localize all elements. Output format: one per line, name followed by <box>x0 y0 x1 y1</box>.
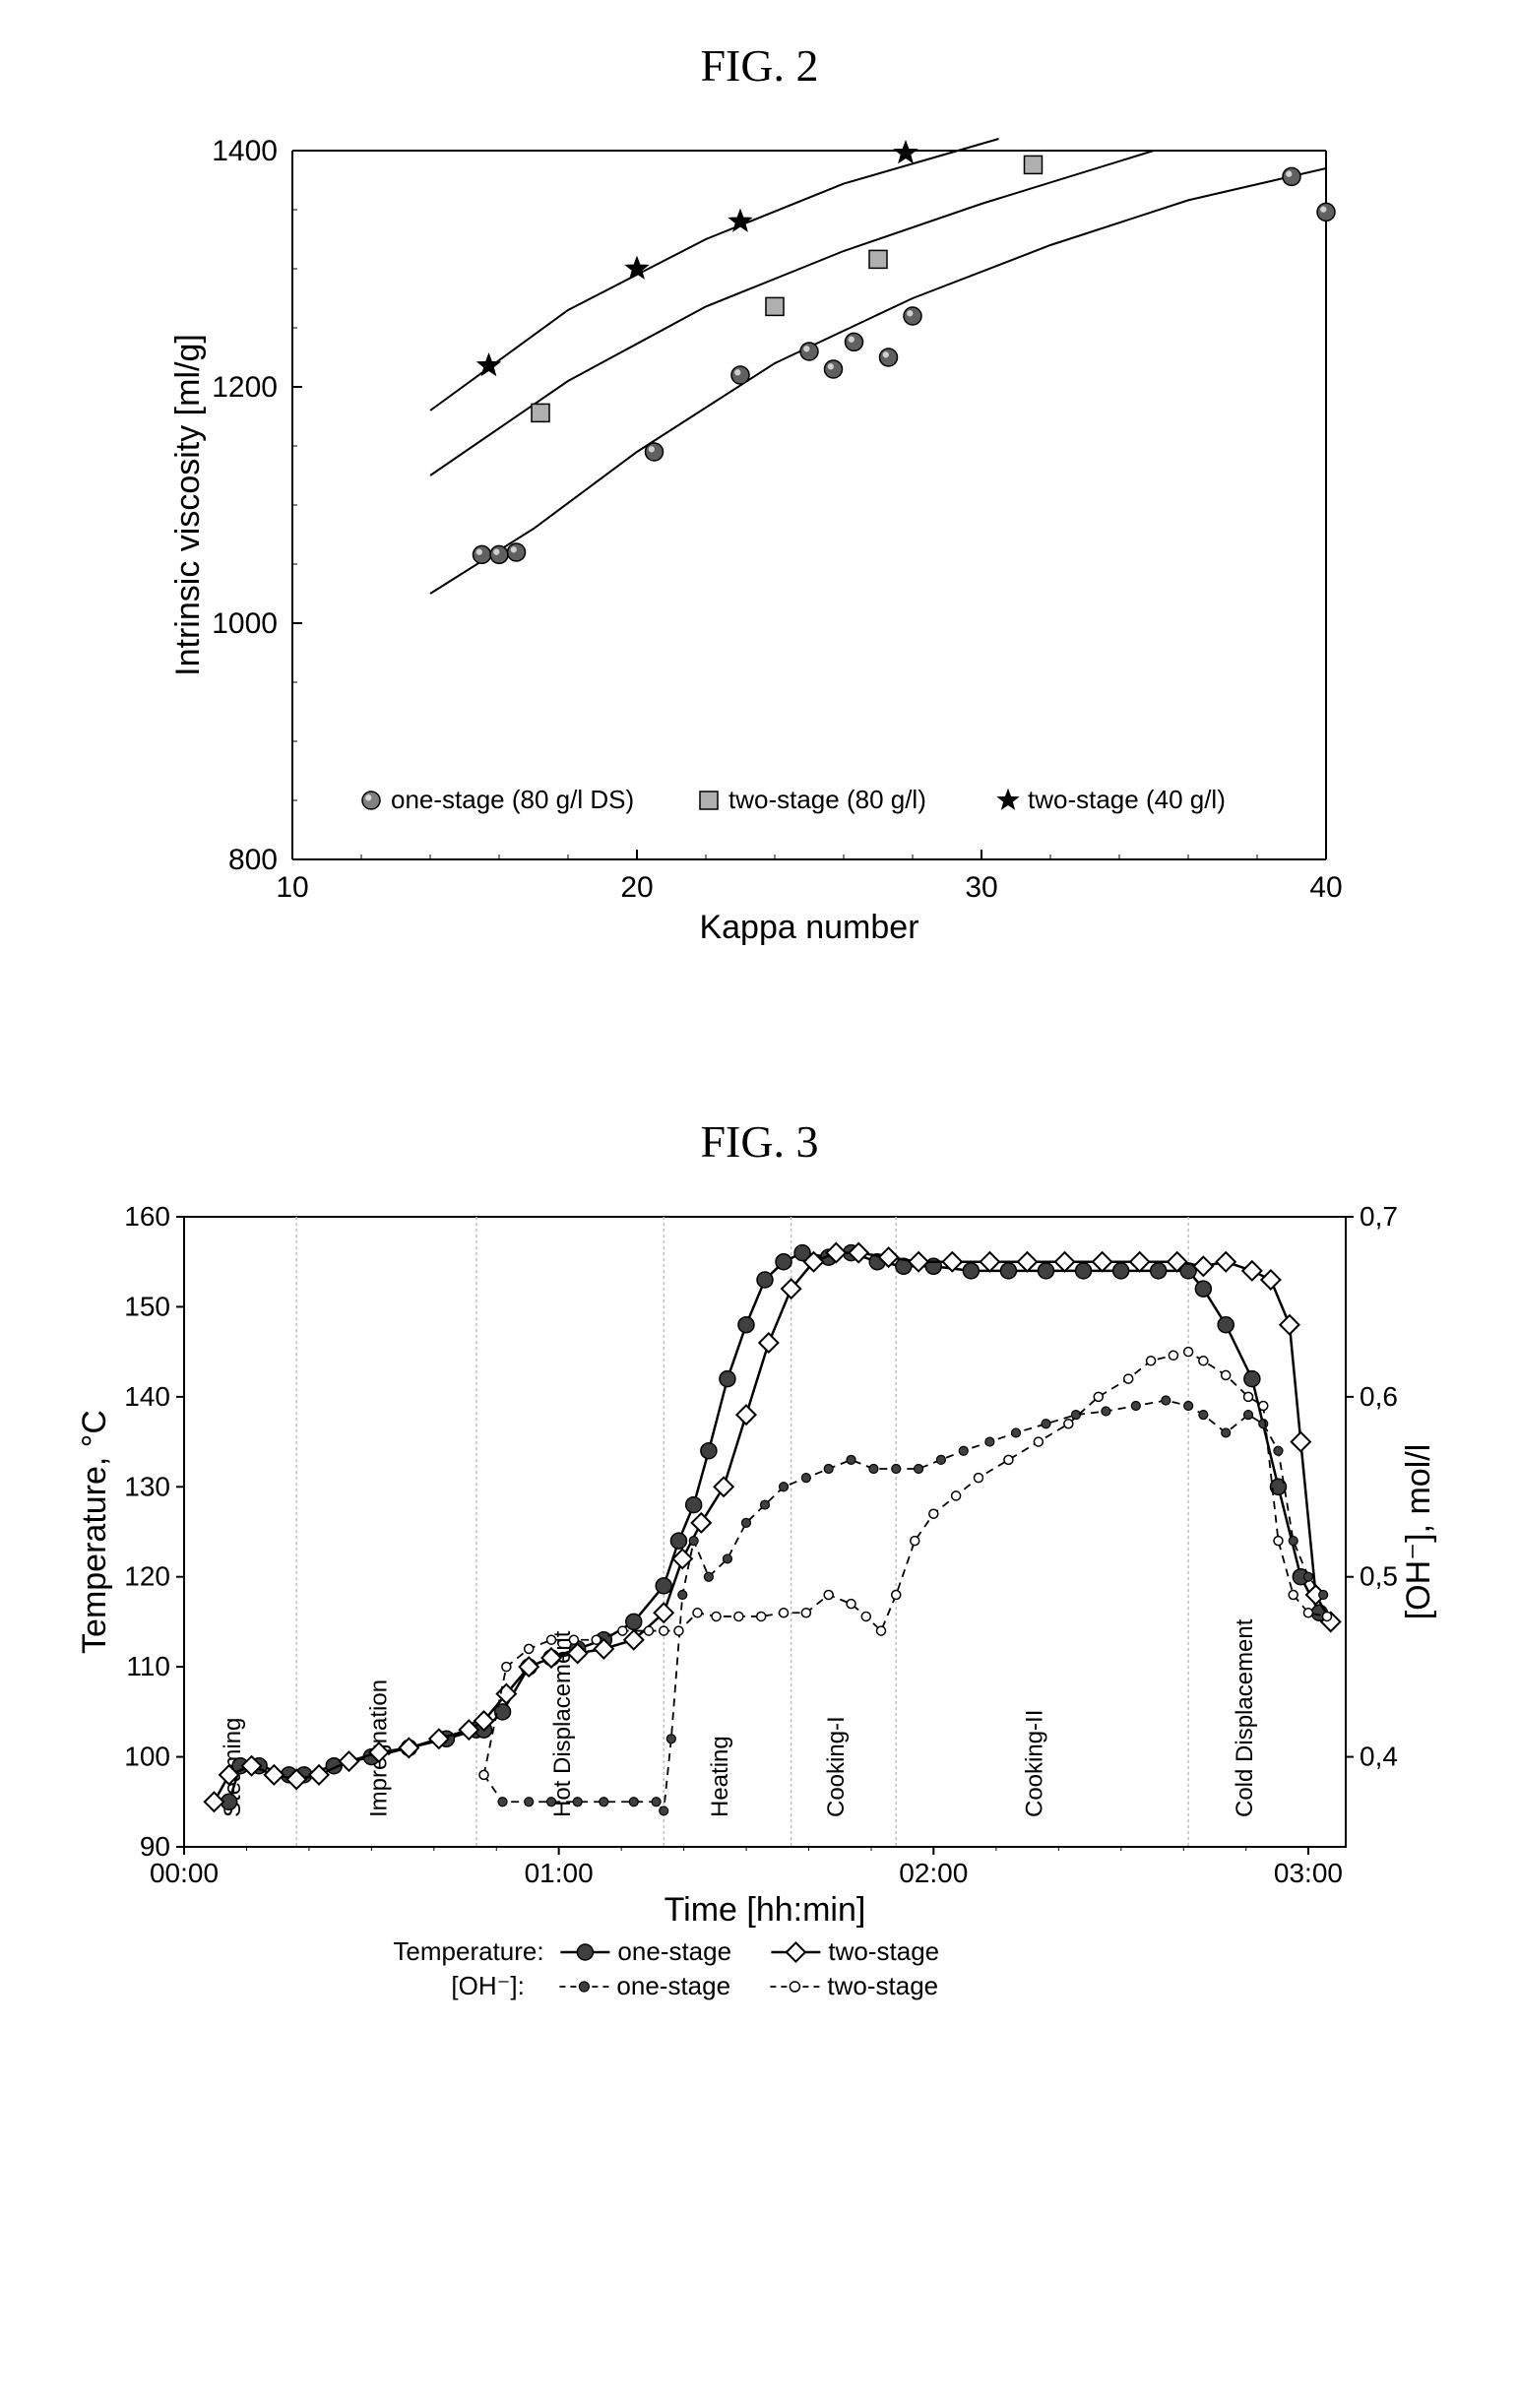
svg-text:0,6: 0,6 <box>1360 1381 1398 1412</box>
svg-text:130: 130 <box>124 1471 170 1501</box>
svg-text:Heating: Heating <box>706 1736 732 1817</box>
svg-text:Cold Displacement: Cold Displacement <box>1231 1618 1257 1817</box>
figure-3: FIG. 3 00:00 01:00 02:00 03:00 90 100 110 120 13… <box>30 1115 1489 2024</box>
svg-text:120: 120 <box>124 1561 170 1592</box>
svg-text:20: 20 <box>620 871 653 904</box>
svg-text:Temperature, °C: Temperature, °C <box>76 1410 113 1654</box>
svg-text:40: 40 <box>1309 871 1342 904</box>
svg-text:110: 110 <box>126 1651 170 1681</box>
svg-text:Cooking-I: Cooking-I <box>822 1716 849 1817</box>
svg-text:10: 10 <box>276 871 308 904</box>
svg-text:30: 30 <box>965 871 997 904</box>
svg-text:800: 800 <box>227 844 277 876</box>
svg-text:1400: 1400 <box>212 135 278 167</box>
svg-text:Cooking-II: Cooking-II <box>1021 1710 1047 1817</box>
svg-text:[OH⁻], mol/l: [OH⁻], mol/l <box>1400 1444 1437 1620</box>
figure-2-chart: 10 20 30 40 800 1000 1200 1400 Kappa number Intri… <box>30 121 1489 1027</box>
figure-3-title: FIG. 3 <box>30 1115 1489 1168</box>
svg-text:one-stage: one-stage <box>617 1936 731 1966</box>
svg-text:two-stage: two-stage <box>827 1971 938 2000</box>
figure-2: FIG. 2 10 20 30 40 800 1000 1200 1400 Kappa numb… <box>30 39 1489 1027</box>
svg-text:0,4: 0,4 <box>1360 1742 1398 1772</box>
svg-text:one-stage (80 g/l DS): one-stage (80 g/l DS) <box>391 785 634 814</box>
svg-text:00:00: 00:00 <box>149 1858 218 1888</box>
svg-text:Intrinsic viscosity [ml/g]: Intrinsic viscosity [ml/g] <box>169 334 207 676</box>
svg-text:1200: 1200 <box>212 371 278 404</box>
svg-text:160: 160 <box>124 1201 170 1232</box>
svg-text:90: 90 <box>139 1831 169 1862</box>
svg-text:two-stage (40 g/l): two-stage (40 g/l) <box>1028 785 1226 814</box>
svg-text:[OH⁻]:: [OH⁻]: <box>451 1971 524 2000</box>
svg-text:0,5: 0,5 <box>1360 1561 1398 1592</box>
svg-text:150: 150 <box>124 1291 170 1321</box>
svg-text:two-stage: two-stage <box>828 1936 939 1966</box>
svg-text:1000: 1000 <box>212 607 278 640</box>
svg-text:Time [hh:min]: Time [hh:min] <box>664 1891 865 1929</box>
svg-text:02:00: 02:00 <box>899 1858 968 1888</box>
figure-3-chart: 00:00 01:00 02:00 03:00 90 100 110 120 130 140 150… <box>30 1197 1489 2024</box>
svg-text:two-stage (80 g/l): two-stage (80 g/l) <box>728 785 926 814</box>
svg-text:140: 140 <box>124 1381 170 1412</box>
svg-text:Kappa number: Kappa number <box>699 909 918 946</box>
svg-text:one-stage: one-stage <box>616 1971 730 2000</box>
svg-text:01:00: 01:00 <box>524 1858 593 1888</box>
figure-2-title: FIG. 2 <box>30 39 1489 92</box>
svg-text:03:00: 03:00 <box>1273 1858 1342 1888</box>
svg-text:100: 100 <box>124 1742 170 1772</box>
svg-text:0,7: 0,7 <box>1360 1201 1398 1232</box>
svg-text:Temperature:: Temperature: <box>393 1936 543 1966</box>
